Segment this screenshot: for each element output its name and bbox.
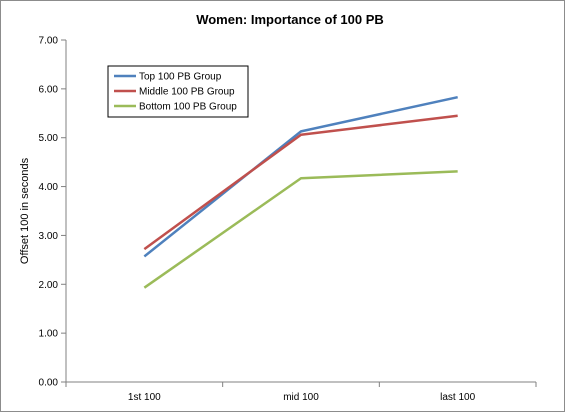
legend: Top 100 PB Group Middle 100 PB Group Botto… <box>107 65 249 118</box>
y-tick-label: 2.00 <box>39 280 59 291</box>
x-tick-label: last 100 <box>440 392 475 403</box>
legend-label: Bottom 100 PB Group <box>139 102 237 113</box>
series-line-2 <box>143 114 458 251</box>
y-tick-label: 1.00 <box>39 329 59 340</box>
x-tick-label: 1st 100 <box>128 392 161 403</box>
x-tick-label: mid 100 <box>283 392 319 403</box>
y-tick-label: 6.00 <box>39 84 59 95</box>
y-tick-label: 4.00 <box>39 182 59 193</box>
y-tick-label: 3.00 <box>39 231 59 242</box>
series-line-3 <box>143 170 458 289</box>
y-tick-label: 7.00 <box>39 36 59 47</box>
y-axis: 0.00 1.00 2.00 3.00 4.00 5.00 6.00 7.00 <box>39 36 67 389</box>
y-axis-label: Offset 100 in seconds <box>19 157 31 264</box>
y-tick-label: 0.00 <box>39 378 59 389</box>
x-axis: 1st 100 mid 100 last 100 <box>65 381 537 403</box>
chart-title: Women: Importance of 100 PB <box>196 12 384 27</box>
y-tick-label: 5.00 <box>39 133 59 144</box>
series-lines <box>143 95 458 289</box>
legend-label: Middle 100 PB Group <box>139 87 235 98</box>
series-line-1 <box>143 95 458 258</box>
legend-label: Top 100 PB Group <box>139 72 222 83</box>
